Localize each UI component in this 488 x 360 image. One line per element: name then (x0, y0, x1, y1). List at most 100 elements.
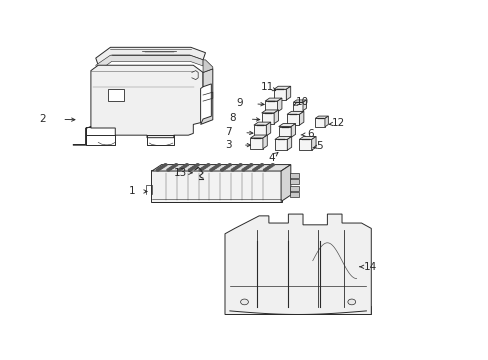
Polygon shape (293, 100, 306, 102)
Circle shape (211, 168, 214, 170)
Circle shape (217, 164, 220, 166)
Polygon shape (293, 102, 303, 111)
Circle shape (181, 166, 184, 168)
Circle shape (166, 169, 169, 171)
Polygon shape (290, 123, 295, 137)
Circle shape (347, 299, 355, 305)
Bar (289, 192, 298, 197)
Circle shape (162, 165, 164, 167)
Bar (289, 186, 298, 191)
Circle shape (263, 169, 266, 171)
Text: 14: 14 (363, 262, 376, 272)
Circle shape (190, 168, 193, 170)
Circle shape (158, 168, 161, 170)
Circle shape (183, 165, 186, 167)
Polygon shape (278, 123, 295, 127)
Circle shape (245, 166, 248, 168)
Polygon shape (264, 98, 282, 101)
Circle shape (174, 164, 177, 166)
Polygon shape (274, 110, 278, 124)
Polygon shape (274, 139, 287, 150)
Circle shape (249, 164, 252, 166)
Circle shape (240, 299, 248, 305)
Text: 9: 9 (236, 98, 243, 108)
Polygon shape (315, 116, 327, 118)
Polygon shape (278, 127, 290, 137)
Circle shape (222, 168, 225, 170)
Circle shape (172, 165, 175, 167)
Circle shape (244, 168, 246, 170)
Polygon shape (273, 86, 290, 89)
Circle shape (170, 166, 173, 168)
Circle shape (206, 164, 209, 166)
Text: 1: 1 (129, 186, 135, 197)
Polygon shape (299, 136, 315, 139)
Circle shape (160, 166, 163, 168)
Polygon shape (324, 116, 327, 127)
Circle shape (177, 169, 180, 171)
Polygon shape (266, 122, 270, 136)
Circle shape (226, 165, 229, 167)
Polygon shape (73, 65, 203, 145)
Circle shape (235, 166, 238, 168)
Bar (351, 244, 366, 248)
Polygon shape (253, 122, 270, 125)
Circle shape (224, 166, 227, 168)
Circle shape (185, 164, 188, 166)
Circle shape (260, 164, 263, 166)
Circle shape (188, 169, 191, 171)
Text: 10: 10 (295, 97, 308, 107)
Polygon shape (234, 241, 361, 306)
Polygon shape (96, 55, 203, 71)
Circle shape (258, 165, 261, 167)
Circle shape (239, 164, 242, 166)
Circle shape (228, 164, 231, 166)
Text: 5: 5 (315, 141, 322, 151)
Circle shape (254, 168, 257, 170)
Text: 7: 7 (225, 127, 232, 136)
Polygon shape (299, 139, 311, 150)
Text: 12: 12 (331, 118, 344, 128)
Polygon shape (281, 165, 290, 202)
Polygon shape (303, 100, 306, 111)
Circle shape (201, 168, 203, 170)
Circle shape (199, 169, 202, 171)
Polygon shape (264, 101, 277, 112)
Polygon shape (263, 135, 267, 149)
Circle shape (237, 165, 240, 167)
Circle shape (168, 168, 171, 170)
Circle shape (163, 164, 166, 166)
Bar (329, 237, 346, 248)
Text: 2: 2 (39, 114, 45, 124)
Polygon shape (274, 136, 291, 139)
Polygon shape (224, 214, 370, 315)
Bar (289, 173, 298, 178)
Text: 8: 8 (229, 113, 236, 123)
Circle shape (179, 168, 182, 170)
Polygon shape (315, 118, 324, 127)
Circle shape (194, 165, 197, 167)
Circle shape (271, 164, 274, 166)
Text: 11: 11 (261, 82, 274, 92)
Polygon shape (261, 110, 278, 113)
Circle shape (156, 169, 159, 171)
Circle shape (213, 166, 216, 168)
Polygon shape (253, 125, 266, 136)
Circle shape (267, 166, 270, 168)
Polygon shape (152, 165, 290, 171)
Bar (303, 241, 315, 248)
FancyBboxPatch shape (151, 170, 282, 202)
Circle shape (203, 166, 205, 168)
Polygon shape (286, 111, 303, 114)
Polygon shape (287, 136, 291, 150)
Polygon shape (200, 69, 212, 125)
Circle shape (192, 166, 195, 168)
Circle shape (233, 168, 236, 170)
Polygon shape (96, 47, 205, 65)
Bar (108, 89, 123, 101)
Circle shape (215, 165, 218, 167)
Text: 13: 13 (173, 168, 186, 178)
Text: 4: 4 (267, 153, 274, 163)
Polygon shape (250, 135, 267, 138)
Circle shape (220, 169, 223, 171)
